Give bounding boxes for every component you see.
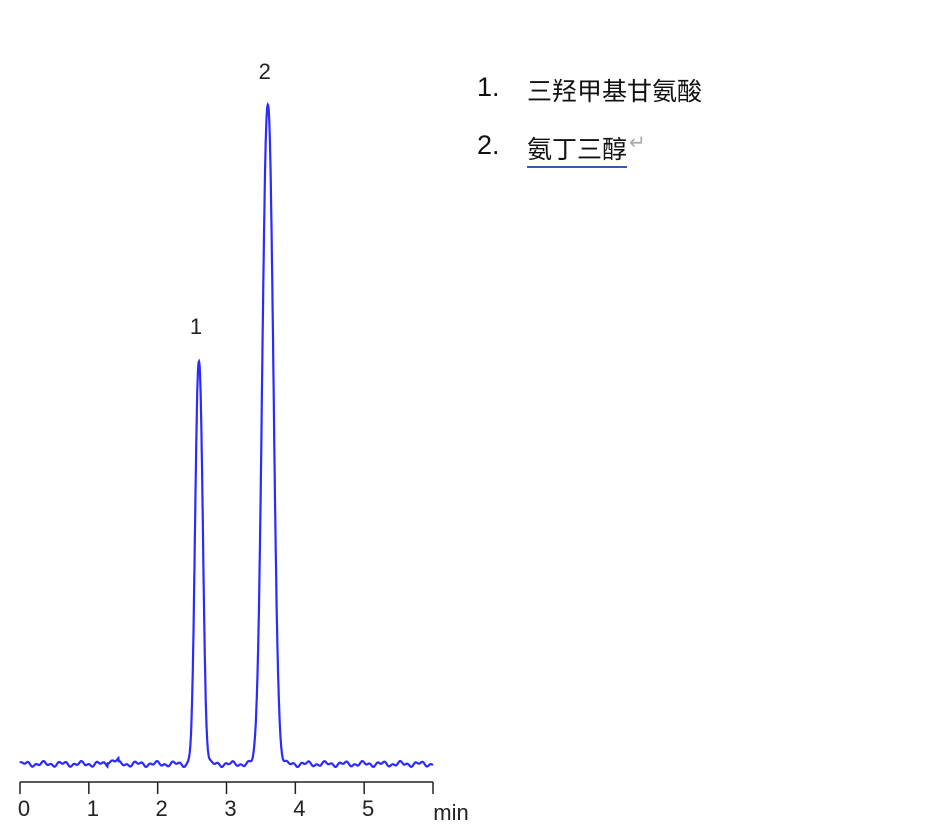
x-tick-label: 5	[362, 796, 374, 821]
x-tick-label: 1	[87, 796, 99, 821]
legend-item-1: 1. 三羟甲基甘氨酸	[477, 72, 702, 130]
paragraph-mark: ↵	[629, 132, 646, 154]
legend-name: 三羟甲基甘氨酸	[527, 77, 703, 106]
x-tick-label: 2	[156, 796, 168, 821]
peak-legend: 1. 三羟甲基甘氨酸 2. 氨丁三醇 ↵	[477, 72, 702, 188]
legend-item-2: 2. 氨丁三醇 ↵	[477, 130, 702, 188]
peak-label: 2	[259, 59, 271, 84]
x-tick-label: 4	[293, 796, 305, 821]
x-tick-label: 3	[224, 796, 236, 821]
legend-number: 1.	[477, 72, 500, 102]
peak-labels: 12	[190, 59, 271, 339]
x-axis: 0 1 2 3 4 5 min	[18, 781, 469, 825]
x-tick-label: 0	[18, 796, 30, 821]
legend-number: 2.	[477, 130, 500, 160]
chromatogram-trace	[19, 101, 434, 769]
peak-label: 1	[190, 314, 202, 339]
x-axis-unit: min	[433, 800, 468, 825]
legend-name: 氨丁三醇	[527, 130, 628, 168]
